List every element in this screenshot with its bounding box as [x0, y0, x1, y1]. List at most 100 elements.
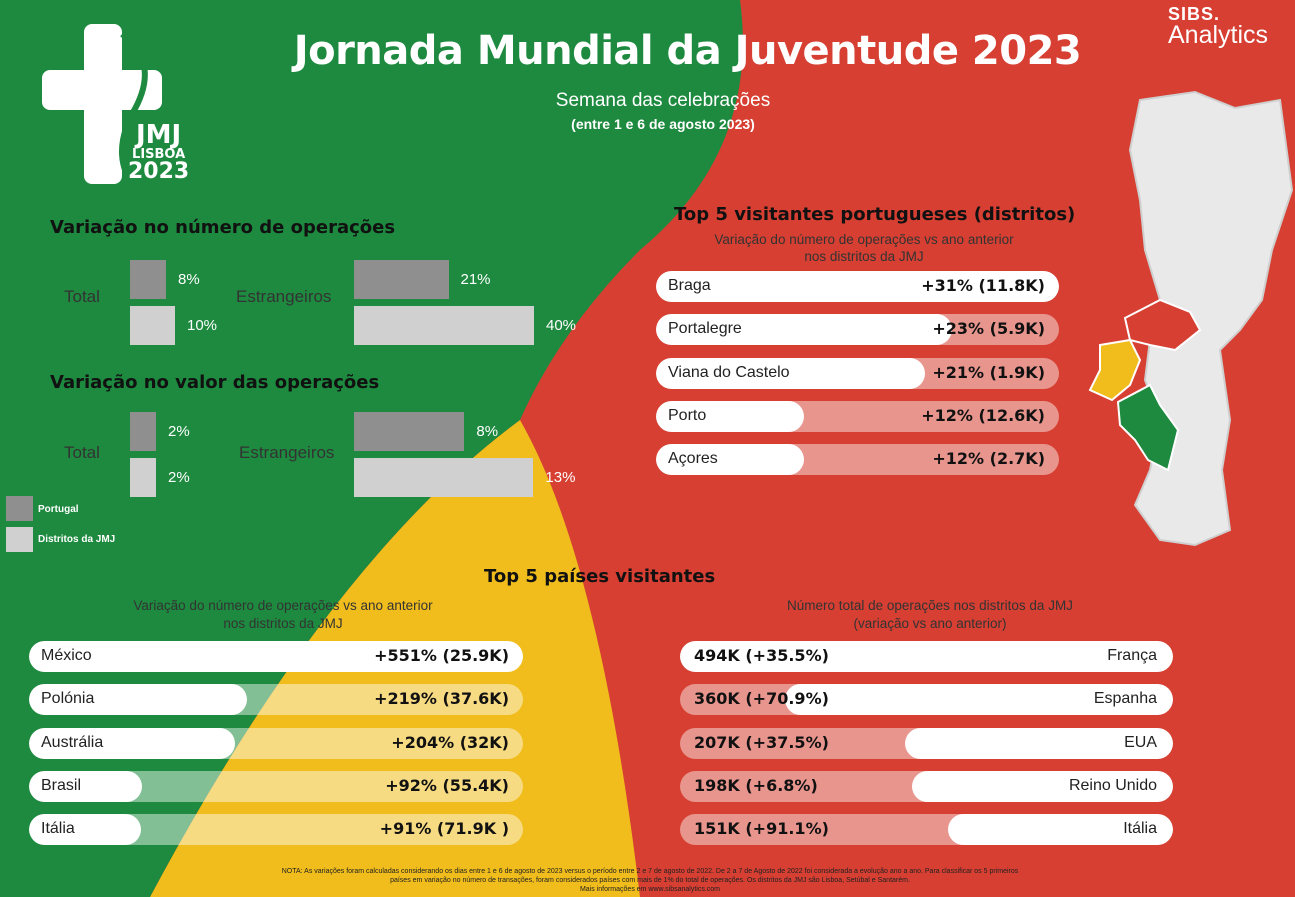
pt-title: Top 5 visitantes portugueses (distritos) — [674, 204, 1076, 225]
value-1: 360K (+70.9%) — [694, 689, 829, 709]
fill-4 — [656, 444, 805, 476]
label-total-jmj: 10% — [187, 316, 218, 334]
category-3: Porto — [668, 406, 707, 424]
category-1: Espanha — [1093, 690, 1157, 708]
portugal-map — [1088, 90, 1294, 547]
fill-2 — [904, 727, 1173, 759]
label-total-portugal: 2% — [168, 422, 190, 440]
footnote-line-3: Mais informações em www.sibsanalytics.co… — [579, 886, 721, 893]
pt-subtitle-2: nos distritos da JMJ — [804, 249, 924, 264]
row-4: Itália +91% (71.9K ) — [29, 814, 523, 846]
row-4: Açores +12% (2.7K) — [656, 444, 1059, 476]
fill-3 — [29, 770, 142, 802]
row-1: Polónia +219% (37.6K) — [29, 684, 523, 716]
value-0: +31% (11.8K) — [921, 276, 1045, 295]
row-2: Austrália +204% (32K) — [29, 727, 523, 759]
fill-2 — [656, 357, 925, 389]
row-4: 151K (+91.1%) Itália — [680, 814, 1173, 846]
legend-jmj: Distritos da JMJ — [38, 534, 116, 545]
category-4: Açores — [668, 450, 718, 468]
ops-value-total-label: Total — [64, 443, 100, 462]
pt-subtitle-1: Variação do número de operações vs ano a… — [714, 232, 1014, 247]
bar-estrangeiros-jmj — [354, 306, 534, 345]
category-4: Itália — [41, 820, 75, 838]
label-estrangeiros-jmj: 40% — [546, 316, 577, 334]
ops-count-foreign-label: Estrangeiros — [236, 287, 332, 306]
ops-count-total-label: Total — [64, 287, 100, 306]
bar-total-jmj — [130, 458, 156, 497]
fill-0 — [656, 271, 1059, 302]
countries-title: Top 5 países visitantes — [484, 566, 716, 587]
bar-estrangeiros-jmj — [354, 458, 534, 497]
fill-3 — [656, 400, 805, 432]
row-3: Brasil +92% (55.4K) — [29, 770, 523, 802]
fill-3 — [911, 770, 1173, 802]
legend-portugal: Portugal — [38, 504, 79, 515]
category-2: EUA — [1124, 733, 1157, 751]
value-3: 198K (+6.8%) — [694, 775, 818, 795]
category-0: Braga — [668, 277, 711, 294]
row-0: México +551% (25.9K) — [29, 641, 523, 672]
row-1: Portalegre +23% (5.9K) — [656, 314, 1059, 346]
row-2: Viana do Castelo +21% (1.9K) — [656, 357, 1059, 389]
row-0: Braga +31% (11.8K) — [656, 271, 1059, 302]
bar-total-portugal — [130, 412, 156, 451]
footnote: NOTA: As variações foram calculadas cons… — [210, 867, 1090, 894]
value-0: +551% (25.9K) — [374, 646, 509, 665]
left-subtitle-2: nos distritos da JMJ — [223, 616, 343, 631]
jmj-logo: JMJ LISBOA 2023 — [42, 24, 202, 193]
logo-year: 2023 — [128, 159, 190, 184]
value-4: +91% (71.9K ) — [379, 819, 509, 839]
value-2: +204% (32K) — [391, 732, 509, 752]
page-subtitle: Semana das celebrações — [555, 90, 771, 111]
bar-estrangeiros-portugal — [354, 412, 465, 451]
bar-estrangeiros-portugal — [354, 260, 449, 299]
label-total-jmj: 2% — [168, 468, 190, 486]
label-estrangeiros-portugal: 8% — [476, 422, 499, 440]
right-subtitle-1: Número total de operações nos distritos … — [787, 598, 1073, 613]
ops-value-foreign-label: Estrangeiros — [239, 443, 335, 462]
fill-1 — [656, 314, 952, 346]
fill-0 — [29, 641, 523, 672]
value-3: +92% (55.4K) — [385, 775, 509, 795]
row-0: 494K (+35.5%) França — [680, 641, 1173, 672]
analytics-brand: Analytics — [1168, 21, 1269, 49]
category-3: Brasil — [41, 776, 82, 794]
value-1: +219% (37.6K) — [374, 689, 509, 709]
sibs-brand: SIBS. — [1168, 4, 1221, 24]
value-1: +23% (5.9K) — [932, 319, 1045, 339]
fill-4 — [29, 814, 141, 846]
footnote-line-1: NOTA: As variações foram calculadas cons… — [281, 868, 1019, 875]
legend-swatch-jmj — [6, 527, 33, 552]
legend-swatch-portugal — [6, 496, 33, 521]
category-4: Itália — [1123, 820, 1157, 838]
label-total-portugal: 8% — [178, 270, 200, 288]
fill-0 — [680, 641, 1173, 672]
fill-4 — [948, 814, 1173, 846]
row-1: 360K (+70.9%) Espanha — [680, 684, 1173, 716]
category-1: Portalegre — [668, 320, 742, 338]
left-subtitle-1: Variação do número de operações vs ano a… — [133, 598, 433, 613]
value-4: +12% (2.7K) — [932, 449, 1045, 469]
ops-value-title: Variação no valor das operações — [50, 372, 380, 393]
value-0: 494K (+35.5%) — [694, 646, 829, 665]
right-subtitle-2: (variação vs ano anterior) — [853, 616, 1007, 631]
category-2: Viana do Castelo — [668, 363, 790, 381]
category-0: México — [41, 647, 92, 664]
row-3: Porto +12% (12.6K) — [656, 400, 1059, 432]
fill-1 — [29, 684, 248, 716]
ops-count-title: Variação no número de operações — [50, 217, 396, 238]
category-0: França — [1107, 647, 1157, 664]
value-2: +21% (1.9K) — [932, 362, 1045, 382]
row-3: 198K (+6.8%) Reino Unido — [680, 770, 1173, 802]
label-estrangeiros-portugal: 21% — [460, 270, 491, 288]
value-4: 151K (+91.1%) — [694, 819, 829, 839]
page-title: Jornada Mundial da Juventude 2023 — [293, 28, 1082, 74]
category-2: Austrália — [41, 733, 104, 751]
logo-lisboa: LISBOA — [132, 147, 186, 162]
category-1: Polónia — [41, 690, 95, 708]
footnote-line-2: países em variação no número de transaçõ… — [390, 877, 910, 884]
date-range: (entre 1 e 6 de agosto 2023) — [571, 116, 755, 132]
fill-2 — [29, 727, 235, 759]
value-2: 207K (+37.5%) — [694, 732, 829, 752]
